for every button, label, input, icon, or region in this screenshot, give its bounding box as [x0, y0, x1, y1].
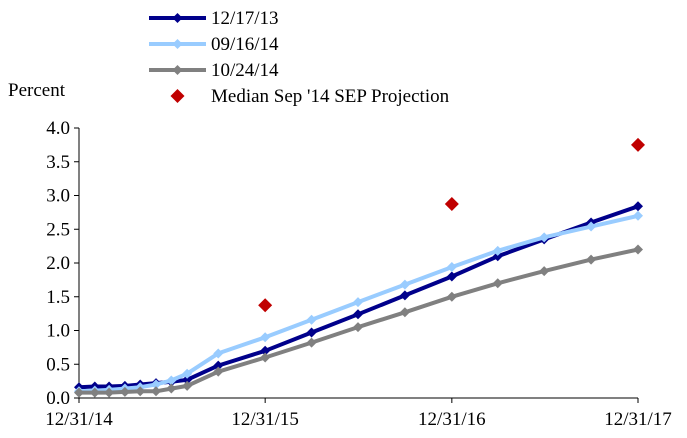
x-tick-label: 12/31/14	[45, 409, 113, 430]
data-point	[260, 332, 271, 343]
data-point	[492, 278, 503, 289]
y-axis: 0.0 0.5 1.0 1.5 2.0 2.5 3.0 3.5 4.0	[46, 118, 80, 409]
data-point	[213, 348, 224, 359]
y-tick-label: 0.5	[46, 354, 70, 375]
data-point	[182, 368, 193, 379]
projection-point	[258, 298, 273, 313]
x-tick-label: 12/31/16	[418, 409, 486, 430]
data-point	[633, 210, 643, 221]
y-tick-label: 1.0	[46, 321, 70, 342]
data-point	[151, 386, 162, 397]
data-point	[166, 375, 177, 386]
data-point	[135, 386, 146, 397]
data-point	[539, 266, 550, 277]
y-tick-label: 0.0	[46, 388, 70, 409]
data-point	[213, 366, 224, 377]
legend-label: 09/16/14	[211, 34, 279, 55]
projection-series	[258, 137, 645, 313]
data-point	[352, 309, 363, 320]
data-point	[352, 297, 363, 308]
legend-marker	[172, 13, 183, 23]
x-tick-label: 12/31/15	[231, 409, 299, 430]
legend-item: Median Sep '14 SEP Projection	[170, 86, 450, 107]
series-2	[74, 210, 643, 397]
data-point	[306, 337, 317, 348]
data-point	[492, 245, 503, 256]
legend-item: 10/24/14	[149, 60, 279, 81]
legend-label: 10/24/14	[211, 60, 279, 81]
projection-point	[631, 137, 645, 152]
x-tick-label: 12/31/17	[604, 409, 672, 430]
y-tick-label: 4.0	[46, 118, 70, 139]
legend-marker	[170, 89, 185, 103]
x-axis: 12/31/14 12/31/15 12/31/16 12/31/17	[45, 397, 672, 430]
legend-marker	[172, 39, 183, 49]
legend-item: 12/17/13	[149, 8, 279, 29]
data-point	[446, 262, 457, 273]
y-axis-label: Percent	[8, 80, 66, 101]
data-point	[166, 383, 177, 394]
data-point	[399, 279, 410, 290]
data-point	[586, 254, 597, 265]
data-point	[74, 387, 84, 398]
series-3	[74, 244, 643, 398]
legend-marker	[172, 65, 183, 75]
y-tick-label: 2.5	[46, 219, 70, 240]
series-1	[74, 201, 643, 393]
legend-label: 12/17/13	[211, 8, 279, 29]
legend-item: 09/16/14	[149, 34, 279, 55]
data-point	[352, 322, 363, 333]
data-point	[151, 379, 162, 390]
plot-area	[74, 137, 645, 398]
data-point	[89, 387, 100, 398]
y-tick-label: 1.5	[46, 287, 70, 308]
legend-label: Median Sep '14 SEP Projection	[211, 86, 450, 107]
data-point	[182, 380, 193, 391]
data-point	[633, 244, 643, 255]
y-tick-label: 2.0	[46, 253, 70, 274]
data-point	[539, 232, 550, 243]
data-point	[633, 201, 643, 212]
data-point	[306, 327, 317, 338]
data-point	[260, 345, 271, 356]
series-line	[79, 247, 639, 395]
y-tick-label: 3.0	[46, 186, 70, 207]
projection-point	[444, 196, 459, 211]
legend: 12/17/13 09/16/14 10/24/14 Median Sep '14 S…	[149, 8, 450, 107]
data-point	[446, 291, 457, 302]
data-point	[446, 271, 457, 282]
data-point	[260, 352, 271, 363]
y-tick-label: 3.5	[46, 152, 70, 173]
data-point	[306, 314, 317, 325]
data-point	[104, 387, 115, 398]
data-point	[213, 360, 224, 371]
data-point	[399, 290, 410, 301]
data-point	[182, 374, 193, 385]
data-point	[119, 386, 130, 397]
data-point	[399, 307, 410, 318]
data-point	[586, 221, 597, 232]
